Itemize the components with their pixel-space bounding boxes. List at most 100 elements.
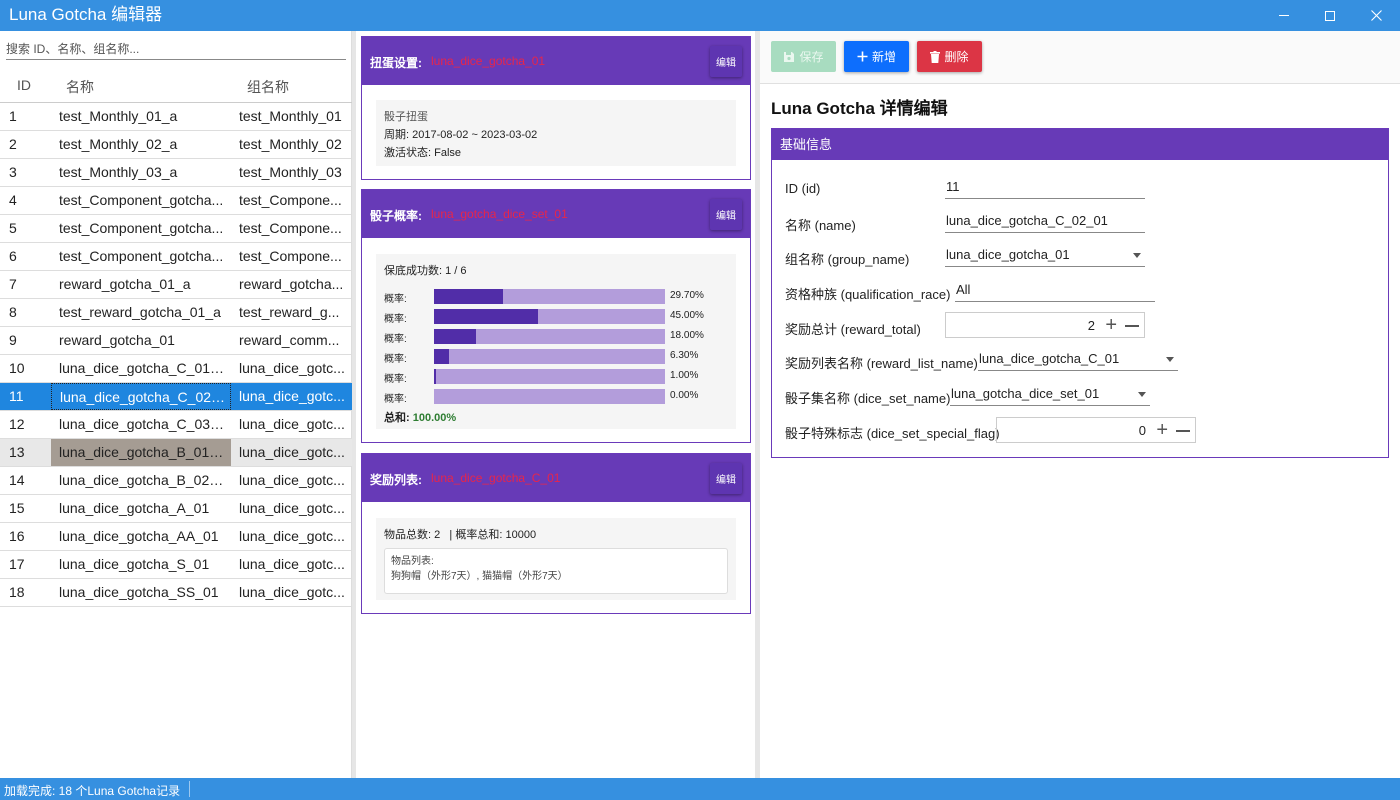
dice-set-special-flag-stepper[interactable]: 0 + xyxy=(996,417,1196,443)
probability-sum-label: | 概率总和: xyxy=(449,529,503,541)
table-row[interactable]: 1 test_Monthly_01_a test_Monthly_01 xyxy=(0,103,352,131)
save-button[interactable]: 保存 xyxy=(771,41,836,72)
item-list-box: 物品列表: 狗狗帽（外形7天）, 猫猫帽（外形7天） xyxy=(384,548,728,594)
row-id-cell: 12 xyxy=(9,416,25,432)
decrement-icon[interactable] xyxy=(1176,430,1190,432)
probability-bar xyxy=(434,389,665,404)
title-bar: Luna Gotcha 编辑器 xyxy=(0,0,1400,31)
group-name-label: 组名称 (group_name) xyxy=(785,252,910,267)
row-id-cell: 10 xyxy=(9,360,25,376)
row-name-cell: reward_gotcha_01 xyxy=(59,332,175,348)
gacha-settings-card: 扭蛋设置: luna_dice_gotcha_01 编辑 骰子扭蛋 周期: 20… xyxy=(361,36,751,180)
dice-edit-button[interactable]: 编辑 xyxy=(710,199,742,230)
probability-bar-fill xyxy=(434,329,476,344)
group-name-combobox[interactable]: luna_dice_gotcha_01 xyxy=(945,243,1145,267)
table-row[interactable]: 12 luna_dice_gotcha_C_03_01 luna_dice_gotc… xyxy=(0,411,352,439)
row-name-cell: test_Component_gotcha... xyxy=(59,220,224,236)
table-row[interactable]: 18 luna_dice_gotcha_SS_01 luna_dice_gotc..… xyxy=(0,579,352,607)
name-field[interactable]: luna_dice_gotcha_C_02_01 xyxy=(945,209,1145,233)
gacha-settings-value: luna_dice_gotcha_01 xyxy=(431,54,546,68)
reward-total-label: 奖励总计 (reward_total) xyxy=(785,322,921,337)
chevron-down-icon xyxy=(1166,357,1174,362)
row-id-cell: 1 xyxy=(9,108,17,124)
row-id-cell: 6 xyxy=(9,248,17,264)
gacha-settings-label: 扭蛋设置: xyxy=(370,56,422,70)
table-row[interactable]: 11 luna_dice_gotcha_C_02_01 luna_dice_gotc… xyxy=(0,383,352,411)
probability-row: 概率: 6.30% xyxy=(384,346,728,366)
row-id-cell: 5 xyxy=(9,220,17,236)
reward-edit-button[interactable]: 编辑 xyxy=(710,463,742,494)
column-header-id[interactable]: ID xyxy=(17,77,31,93)
probability-sum-value: 10000 xyxy=(505,529,537,541)
row-id-cell: 18 xyxy=(9,584,25,600)
row-name-cell: test_Monthly_02_a xyxy=(59,136,178,152)
qualification-race-field[interactable]: All xyxy=(955,278,1155,302)
decrement-icon[interactable] xyxy=(1125,325,1139,327)
total-value: 100.00% xyxy=(412,412,457,424)
increment-icon[interactable]: + xyxy=(1156,419,1168,441)
table-row[interactable]: 13 luna_dice_gotcha_B_01_01 luna_dice_gotc… xyxy=(0,439,352,467)
probability-bar xyxy=(434,289,665,304)
gacha-settings-header: 扭蛋设置: luna_dice_gotcha_01 编辑 xyxy=(362,37,750,85)
dice-probability-label: 骰子概率: xyxy=(370,209,422,223)
period-end: 2023-03-02 xyxy=(480,129,538,141)
dice-probability-body: 保底成功数: 1 / 6 概率: 29.70% 概率: 45.00% 概率: 18.00%… xyxy=(376,254,736,429)
probability-value: 29.70% xyxy=(670,290,704,301)
table-row[interactable]: 3 test_Monthly_03_a test_Monthly_03 xyxy=(0,159,352,187)
table-row[interactable]: 14 luna_dice_gotcha_B_02_01 luna_dice_gotc… xyxy=(0,467,352,495)
row-group-cell: test_Monthly_01 xyxy=(239,108,342,124)
reward-list-card: 奖励列表: luna_dice_gotcha_C_01 编辑 物品总数: 2 |… xyxy=(361,453,751,614)
column-header-group[interactable]: 组名称 xyxy=(247,79,289,95)
maximize-button[interactable] xyxy=(1307,0,1353,31)
id-field[interactable]: 11 xyxy=(945,175,1145,199)
table-row[interactable]: 16 luna_dice_gotcha_AA_01 luna_dice_gotc..… xyxy=(0,523,352,551)
splitter-right[interactable] xyxy=(755,31,760,778)
increment-icon[interactable]: + xyxy=(1105,314,1117,336)
table-row[interactable]: 4 test_Component_gotcha... test_Compone... xyxy=(0,187,352,215)
close-button[interactable] xyxy=(1353,0,1399,31)
splitter-left[interactable] xyxy=(352,31,356,778)
probability-label: 概率: xyxy=(384,314,407,325)
dice-set-special-flag-label: 骰子特殊标志 (dice_set_special_flag) xyxy=(785,426,1000,441)
search-input[interactable] xyxy=(6,38,346,60)
table-row[interactable]: 7 reward_gotcha_01_a reward_gotcha... xyxy=(0,271,352,299)
guarantee-line: 保底成功数: 1 / 6 xyxy=(384,262,728,278)
active-value: False xyxy=(434,147,462,159)
dice-set-name-combobox[interactable]: luna_gotcha_dice_set_01 xyxy=(950,382,1150,406)
minimize-button[interactable] xyxy=(1261,0,1307,31)
dice-set-name-value: luna_gotcha_dice_set_01 xyxy=(951,386,1100,401)
chevron-down-icon xyxy=(1138,392,1146,397)
reward-list-name-combobox[interactable]: luna_dice_gotcha_C_01 xyxy=(978,347,1178,371)
add-label: 新增 xyxy=(871,50,896,64)
table-row[interactable]: 9 reward_gotcha_01 reward_comm... xyxy=(0,327,352,355)
row-group-cell: luna_dice_gotc... xyxy=(239,388,345,404)
maximize-icon xyxy=(1325,10,1335,21)
table-row[interactable]: 10 luna_dice_gotcha_C_01_01 luna_dice_gotc… xyxy=(0,355,352,383)
record-list: 1 test_Monthly_01_a test_Monthly_01 2 test_M… xyxy=(0,103,352,607)
probability-value: 0.00% xyxy=(670,390,699,401)
row-id-cell: 7 xyxy=(9,276,17,292)
period-start: 2017-08-02 xyxy=(412,129,469,141)
row-id-cell: 14 xyxy=(9,472,25,488)
detail-title: Luna Gotcha 详情编辑 xyxy=(771,99,948,118)
reward-total-stepper[interactable]: 2 + xyxy=(945,312,1145,338)
delete-button[interactable]: 删除 xyxy=(917,41,982,72)
table-row[interactable]: 15 luna_dice_gotcha_A_01 luna_dice_gotc... xyxy=(0,495,352,523)
table-row[interactable]: 5 test_Component_gotcha... test_Compone... xyxy=(0,215,352,243)
guarantee-value: 1 / 6 xyxy=(445,265,467,277)
gacha-type: 骰子扭蛋 xyxy=(384,111,428,123)
probability-bar xyxy=(434,329,665,344)
list-header: ID 名称 组名称 xyxy=(0,69,352,103)
column-header-name[interactable]: 名称 xyxy=(66,79,94,95)
table-row[interactable]: 8 test_reward_gotcha_01_a test_reward_g... xyxy=(0,299,352,327)
add-button[interactable]: 新增 xyxy=(844,41,909,72)
item-list-label: 物品列表: xyxy=(391,556,434,567)
gacha-edit-button[interactable]: 编辑 xyxy=(710,46,742,77)
table-row[interactable]: 6 test_Component_gotcha... test_Compone... xyxy=(0,243,352,271)
row-name-cell: luna_dice_gotcha_B_01_01 xyxy=(51,439,231,466)
table-row[interactable]: 2 test_Monthly_02_a test_Monthly_02 xyxy=(0,131,352,159)
dice-set-name-label: 骰子集名称 (dice_set_name) xyxy=(785,391,951,406)
row-name-cell: test_Monthly_03_a xyxy=(59,164,178,180)
gacha-period: 周期: 2017-08-02 ~ 2023-03-02 xyxy=(384,126,728,144)
table-row[interactable]: 17 luna_dice_gotcha_S_01 luna_dice_gotc... xyxy=(0,551,352,579)
